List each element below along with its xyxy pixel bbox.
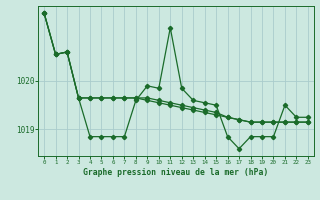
X-axis label: Graphe pression niveau de la mer (hPa): Graphe pression niveau de la mer (hPa)	[84, 168, 268, 177]
